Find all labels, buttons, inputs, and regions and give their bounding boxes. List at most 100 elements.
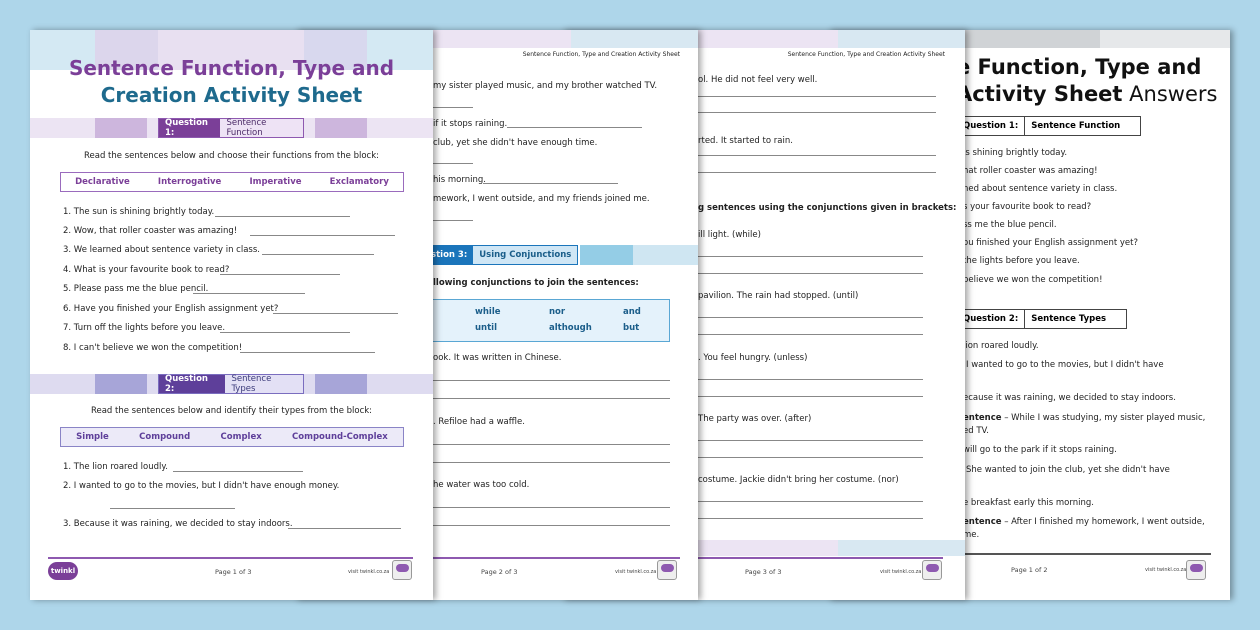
sentence-item: The party was over. (after) (698, 414, 812, 424)
sentence-item: ol. He did not feel very well. (698, 75, 818, 85)
option-label: Exclamatory (329, 177, 389, 187)
sentence-item: 1. The lion roared loudly. (63, 462, 168, 472)
website-link[interactable]: visit twinkl.co.za (615, 569, 657, 575)
answers-q2-heading: Question 2: Sentence Types (956, 309, 1128, 329)
award-badge-icon (657, 560, 677, 580)
answer-item: ecause it was raining, we decided to sta… (963, 393, 1176, 403)
answer-item: ed TV. (963, 426, 989, 436)
option-label: Complex (220, 432, 262, 442)
answer-line (262, 254, 374, 255)
q-title: Sentence Function (226, 118, 267, 138)
sentence-item: 8. I can't believe we won the competitio… (63, 343, 243, 353)
website-link[interactable]: visit twinkl.co.za (1145, 567, 1187, 573)
website-link[interactable]: visit twinkl.co.za (348, 569, 390, 575)
answer-line (433, 163, 473, 164)
sentence-item: 3. We learned about sentence variety in … (63, 245, 260, 255)
answer-line (173, 471, 303, 472)
function-options-box: Declarative Interrogative Imperative Exclam… (60, 172, 404, 192)
option-label: Declarative (75, 177, 130, 187)
q-label: Question 1: (957, 117, 1026, 135)
answer-line (240, 352, 375, 353)
answer-item: the lights before you leave. (963, 256, 1080, 266)
header-band (571, 30, 698, 48)
conjunction-word: but (623, 323, 640, 333)
footer-divider (395, 557, 680, 559)
instruction: Read the sentences below and choose thei… (83, 151, 379, 161)
sentence-item: rted. It started to rain. (698, 136, 793, 146)
option-label: Imperative (249, 177, 302, 187)
answers-title-line2: Activity Sheet Answers (956, 82, 1217, 106)
answer-line (698, 273, 923, 274)
answer-item: is shining brightly today. (963, 148, 1068, 158)
answer-line (698, 440, 923, 441)
answer-item: entence – After I finished my homework, … (963, 517, 1205, 527)
conjunction-word: until (475, 323, 497, 333)
footer-divider (698, 557, 943, 559)
conjunction-word: nor (549, 307, 566, 317)
running-header: Sentence Function, Type and Creation Act… (522, 51, 680, 58)
answer-line (483, 183, 618, 184)
sentence-item: he water was too cold. (433, 480, 530, 490)
answer-text: – While I was studying, my sister played… (1004, 413, 1206, 423)
sentence-item: club, yet she didn't have enough time. (433, 138, 598, 148)
page-number: Page 1 of 3 (215, 568, 252, 576)
sentence-item: 6. Have you finished your English assign… (63, 304, 279, 314)
q-title: Sentence Types (231, 374, 272, 394)
title-answers: Answers (1129, 82, 1218, 106)
header-band (158, 30, 304, 70)
q1-band (315, 118, 367, 138)
website-link[interactable]: visit twinkl.co.za (880, 569, 922, 575)
award-badge-icon (1186, 560, 1206, 580)
sentence-item: 5. Please pass me the blue pencil. (63, 284, 209, 294)
answer-item: hat roller coaster was amazing! (963, 166, 1098, 176)
answer-item: believe we won the competition! (963, 275, 1103, 285)
answer-line (395, 380, 670, 381)
header-band (304, 30, 367, 70)
q-label: Question 2: (957, 310, 1026, 328)
sentence-item: if it stops raining. (433, 119, 508, 129)
sentence-item: ill light. (while) (698, 230, 761, 240)
running-header: Sentence Function, Type and Creation Act… (787, 51, 945, 58)
answer-type: entence (963, 413, 1002, 423)
sentence-item: 2. Wow, that roller coaster was amazing! (63, 226, 238, 236)
answer-item: lion roared loudly. (963, 341, 1039, 351)
answer-item: ss me the blue pencil. (963, 220, 1057, 230)
answer-item: ned about sentence variety in class. (963, 184, 1118, 194)
answer-item: I wanted to go to the movies, but I didn… (966, 360, 1164, 370)
footer-divider (956, 553, 1211, 555)
answer-line (395, 507, 670, 508)
q2-band (95, 374, 147, 394)
q-title: Using Conjunctions (479, 250, 572, 260)
instruction: g sentences using the conjunctions given… (698, 203, 957, 213)
sentence-item: his morning. (433, 175, 486, 185)
award-badge-icon (922, 560, 942, 580)
sentence-item: ook. It was written in Chinese. (433, 353, 562, 363)
sentence-item: mework, I went outside, and my friends j… (433, 194, 650, 204)
answer-item: e breakfast early this morning. (963, 498, 1094, 508)
answer-item: She wanted to join the club, yet she did… (966, 465, 1170, 475)
q-label: Question 1: (159, 118, 221, 138)
sentence-item: . You feel hungry. (unless) (698, 353, 808, 363)
answer-line (220, 274, 340, 275)
answer-item: ou finished your English assignment yet? (963, 238, 1138, 248)
conjunction-box (395, 299, 670, 342)
page-number: Page 1 of 2 (1011, 566, 1048, 574)
q3-band (633, 245, 698, 265)
sentence-item: costume. Jackie didn't bring her costume… (698, 475, 899, 485)
title-line2: Creation Activity Sheet (100, 83, 363, 107)
twinkl-logo: twinkl (48, 562, 78, 580)
answer-type: entence (963, 517, 1002, 527)
q2-band (315, 374, 367, 394)
answer-line (288, 528, 401, 529)
answer-line (698, 457, 923, 458)
award-badge-icon (392, 560, 412, 580)
answer-line (698, 501, 923, 502)
q-title: Sentence Function (1031, 121, 1121, 131)
sentence-item: my sister played music, and my brother w… (433, 81, 658, 91)
answer-line (110, 508, 235, 509)
page-number: Page 2 of 3 (481, 568, 518, 576)
answer-line (433, 220, 473, 221)
answer-line (698, 379, 923, 380)
q2-heading: Question 2: Sentence Types (158, 374, 304, 394)
answer-text: – After I finished my homework, I went o… (1004, 517, 1205, 527)
